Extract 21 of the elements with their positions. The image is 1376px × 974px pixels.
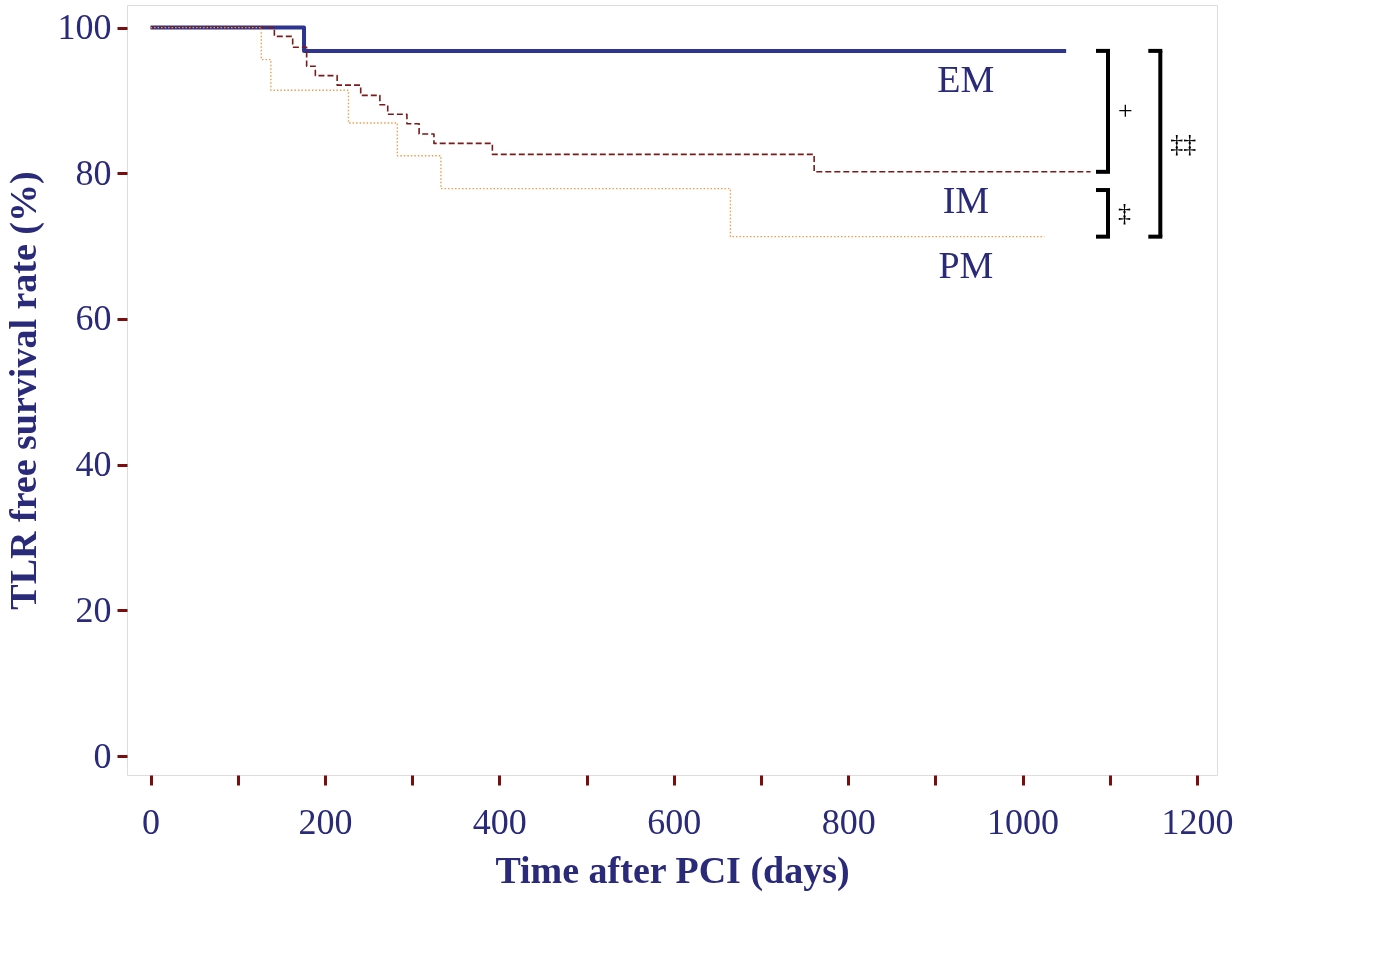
y-tick-label: 0: [93, 735, 112, 776]
x-tick-label: 400: [472, 801, 527, 842]
y-axis-title: TLR free survival rate (%): [1, 171, 45, 610]
series-label: IM: [942, 178, 990, 221]
x-tick-label: 800: [821, 801, 876, 842]
x-tick-label: 200: [298, 801, 353, 842]
y-tick-label: 20: [75, 589, 112, 630]
y-tick-label: 100: [57, 7, 112, 48]
y-tick-label: 80: [75, 152, 112, 193]
x-tick-label: 1200: [1161, 801, 1234, 842]
series-label: PM: [938, 243, 994, 286]
x-tick-label: 1000: [987, 801, 1060, 842]
y-tick-label: 60: [75, 298, 112, 339]
x-tick-label: 600: [647, 801, 702, 842]
series-label: EM: [937, 57, 995, 100]
x-tick-label: 0: [142, 801, 161, 842]
y-tick-label: 40: [75, 444, 112, 485]
x-axis-title: Time after PCI (days): [495, 848, 850, 892]
annotation: ‡: [1118, 198, 1131, 228]
annotation: +: [1118, 96, 1133, 126]
annotation: ‡‡: [1170, 128, 1197, 158]
